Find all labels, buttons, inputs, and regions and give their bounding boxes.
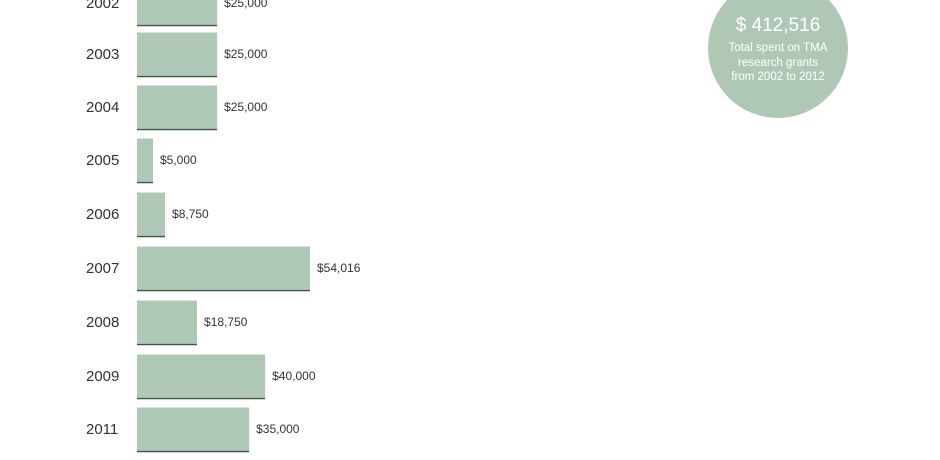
total-caption-line-1: Total spent on TMA	[729, 42, 828, 54]
bar-2008	[137, 300, 198, 344]
bar-2002	[137, 0, 218, 25]
value-label-2002: $25,000	[224, 0, 268, 10]
value-label-2004: $25,000	[224, 100, 268, 114]
value-label-2011: $35,000	[256, 422, 300, 436]
total-badge: $ 412,516 Total spent on TMA research gr…	[708, 0, 848, 118]
bar-2007	[137, 246, 310, 290]
total-caption-line-3: from 2002 to 2012	[731, 71, 824, 83]
value-label-2007: $54,016	[317, 261, 361, 275]
value-label-2009: $40,000	[272, 369, 316, 383]
bar-2011	[137, 407, 250, 451]
value-label-2008: $18,750	[204, 315, 248, 329]
year-label-2009: 2009	[86, 368, 119, 385]
bars-layer: 2002 $25,000 2003 $25,000 2004 $25,000 2005 $5,…	[86, 0, 361, 453]
year-label-2005: 2005	[86, 152, 119, 169]
value-label-2005: $5,000	[160, 153, 197, 167]
bar-2006	[137, 192, 166, 236]
bar-2009	[137, 354, 266, 398]
year-label-2008: 2008	[86, 314, 119, 331]
bar-2005	[137, 138, 154, 182]
bar-2003	[137, 32, 218, 76]
year-label-2006: 2006	[86, 206, 119, 223]
year-label-2002: 2002	[86, 0, 119, 12]
bar-2004	[137, 85, 218, 129]
value-label-2006: $8,750	[172, 207, 209, 221]
year-label-2004: 2004	[86, 99, 119, 116]
year-label-2011: 2011	[86, 421, 118, 438]
value-label-2003: $25,000	[224, 47, 268, 61]
year-label-2003: 2003	[86, 46, 119, 63]
year-label-2007: 2007	[86, 260, 119, 277]
total-amount: $ 412,516	[736, 15, 821, 36]
total-circle	[708, 0, 848, 118]
total-caption-line-2: research grants	[738, 57, 818, 69]
